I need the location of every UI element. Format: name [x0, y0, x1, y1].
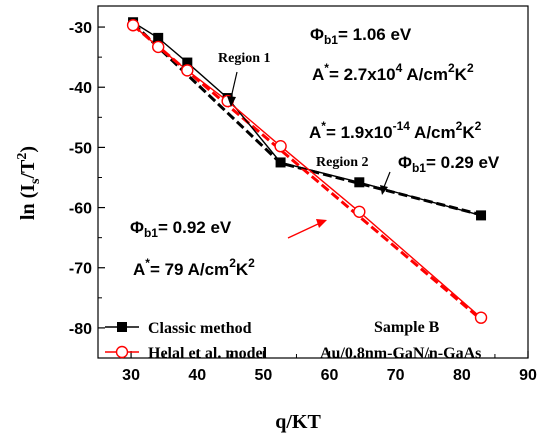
legend: Classic method Helal et al. model	[105, 320, 268, 362]
region1-label: Region 1	[218, 51, 271, 66]
x-tick-label: 40	[188, 367, 206, 384]
y-tick-label: -30	[69, 20, 92, 37]
y-axis-label: ln (Is/T2)	[15, 146, 43, 220]
region1-arrow	[230, 71, 238, 99]
a-black-1: A*= 2.7x104 A/cm2K2	[312, 61, 474, 84]
phi-red: Φb1= 0.92 eV	[130, 218, 232, 240]
sample-title: Sample B	[374, 319, 440, 336]
x-axis-label: q/KT	[275, 411, 321, 433]
point-classic	[153, 32, 164, 43]
point-helal	[151, 40, 165, 54]
red-arrow	[287, 223, 319, 239]
fit-line-0	[132, 22, 482, 217]
point-classic	[275, 157, 286, 168]
point-classic	[476, 210, 487, 221]
region2-arrowhead	[380, 185, 388, 195]
legend-marker-classic	[117, 322, 127, 332]
y-tick-label: -60	[69, 201, 92, 218]
x-tick-label: 50	[254, 367, 272, 384]
y-tick-label: -40	[69, 80, 92, 97]
y-tick-label: -80	[69, 321, 92, 338]
legend-marker-helal	[115, 345, 129, 359]
region1-arrowhead	[227, 96, 236, 107]
red-arrowhead	[316, 219, 327, 228]
fit-line-1	[132, 24, 482, 321]
sample-desc: Au/0.8nm-GaN/n-GaAs	[320, 345, 481, 362]
point-helal	[181, 64, 194, 77]
y-tick-label: -50	[69, 140, 92, 157]
x-tick-label: 90	[519, 367, 537, 384]
a-black-2: A*= 1.9x10-14 A/cm2K2	[309, 119, 482, 142]
a-red: A*= 79 A/cm2K2	[133, 256, 255, 279]
point-helal	[126, 19, 140, 32]
phi-black-2: Φb1= 0.29 eV	[398, 153, 500, 175]
legend-label-classic: Classic method	[148, 320, 252, 337]
y-tick-label: -70	[69, 261, 92, 278]
region2-label: Region 2	[316, 155, 369, 170]
point-helal	[353, 205, 366, 218]
x-tick-label: 60	[321, 367, 339, 384]
region2-arrow	[383, 171, 391, 188]
data-series	[126, 17, 488, 324]
point-helal	[474, 311, 488, 324]
plot-frame	[97, 5, 529, 359]
point-classic	[182, 57, 193, 68]
x-tick-label: 70	[387, 367, 405, 384]
x-tick-label: 30	[122, 367, 140, 384]
point-helal	[274, 139, 287, 153]
series-line-0	[132, 21, 482, 217]
point-classic	[354, 177, 365, 188]
legend-label-helal: Helal et al. model	[148, 345, 268, 362]
axes: 30 40 50 60 70 80 90 -80 -70 -60 -50 -40 -30	[69, 20, 537, 384]
phi-black-1: Φb1= 1.06 eV	[310, 25, 412, 47]
x-tick-label: 80	[453, 367, 471, 384]
